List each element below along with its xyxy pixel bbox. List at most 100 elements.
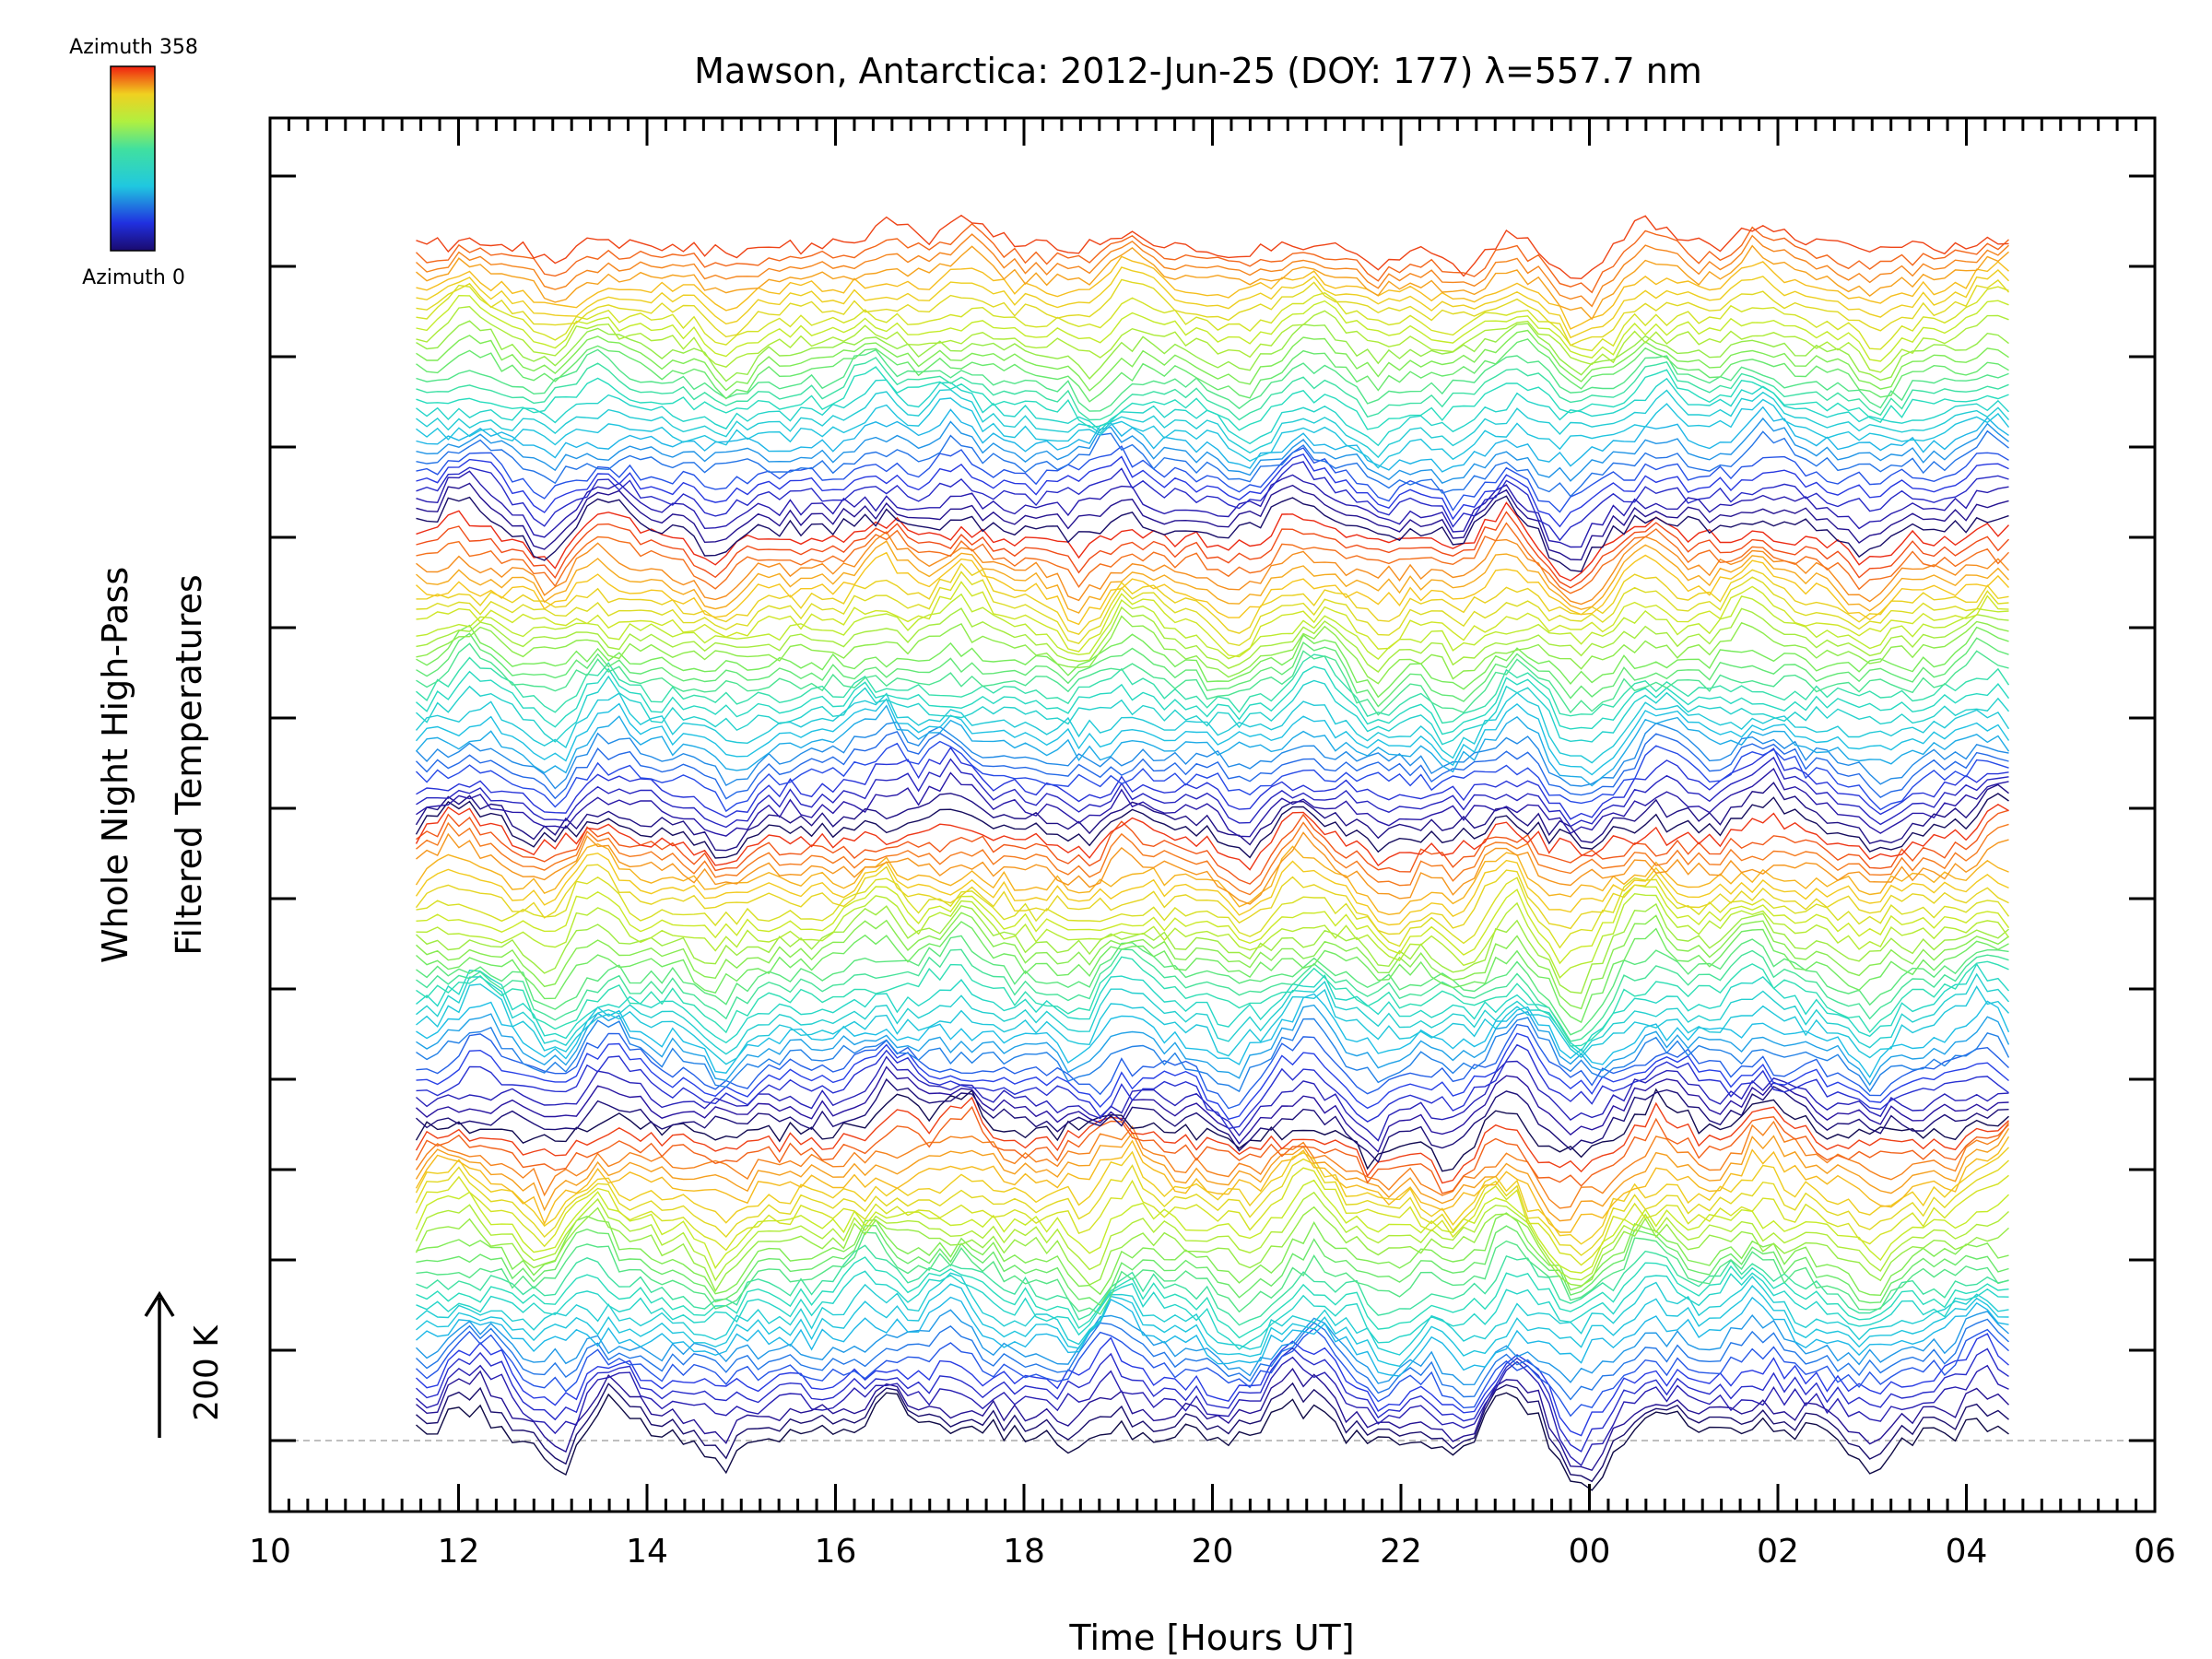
trace-line bbox=[416, 1368, 2009, 1472]
trace-line bbox=[416, 540, 2010, 614]
trace-line bbox=[416, 747, 2009, 820]
trace-line bbox=[416, 453, 2009, 528]
trace-line bbox=[416, 1004, 2010, 1087]
trace-line bbox=[416, 1017, 2010, 1093]
trace-line bbox=[416, 948, 2009, 1042]
trace-line bbox=[416, 397, 2010, 469]
trace-line bbox=[415, 1120, 2010, 1209]
trace-line bbox=[416, 756, 2009, 829]
trace-line bbox=[415, 1096, 2009, 1184]
x-tick-label: 16 bbox=[815, 1533, 857, 1571]
trace-line bbox=[416, 956, 2009, 1047]
trace-line bbox=[416, 511, 2010, 589]
trace-line bbox=[416, 1270, 2009, 1350]
trace-line bbox=[416, 1356, 2009, 1466]
trace-line bbox=[415, 1158, 2009, 1256]
trace-line bbox=[416, 615, 2009, 685]
chart-title: Mawson, Antarctica: 2012-Jun-25 (DOY: 17… bbox=[694, 51, 1702, 91]
trace-line bbox=[416, 809, 2009, 885]
colorbar-top-label: Azimuth 358 bbox=[69, 36, 198, 59]
x-tick-label: 20 bbox=[1192, 1533, 1234, 1571]
trace-line bbox=[416, 214, 2009, 280]
trace-line bbox=[416, 522, 2010, 594]
trace-line bbox=[416, 445, 2009, 513]
trace-line bbox=[416, 821, 2009, 896]
trace-line bbox=[416, 831, 2009, 905]
trace-line bbox=[416, 606, 2009, 673]
trace-line bbox=[415, 864, 2009, 935]
trace-line bbox=[416, 912, 2009, 1010]
trace-line bbox=[416, 653, 2010, 724]
trace-line bbox=[416, 495, 2009, 572]
trace-line bbox=[416, 406, 2009, 473]
trace-line bbox=[416, 902, 2009, 994]
trace-line bbox=[416, 278, 2010, 347]
trace-line bbox=[416, 1224, 2009, 1307]
colorbar-bottom-label: Azimuth 0 bbox=[82, 266, 185, 289]
trace-line bbox=[416, 571, 2009, 647]
trace-line bbox=[416, 389, 2010, 459]
trace-line bbox=[416, 642, 2009, 716]
trace-line bbox=[416, 675, 2010, 746]
trace-line bbox=[416, 993, 2010, 1079]
trace-line bbox=[416, 962, 2010, 1052]
scale-bar-arrowhead bbox=[144, 1290, 175, 1317]
trace-line bbox=[416, 1043, 2009, 1130]
trace-line bbox=[416, 320, 2009, 382]
trace-line bbox=[416, 581, 2009, 658]
trace-line bbox=[416, 1382, 2009, 1483]
trace-line bbox=[415, 1206, 2009, 1293]
trace-line bbox=[416, 1032, 2009, 1121]
trace-line bbox=[415, 1088, 2009, 1172]
trace-line bbox=[416, 1318, 2009, 1401]
trace-line bbox=[416, 551, 2010, 626]
trace-line bbox=[416, 329, 2009, 392]
trace-line bbox=[416, 1392, 2009, 1491]
trace-line bbox=[416, 730, 2009, 800]
trace-line bbox=[416, 972, 2010, 1055]
trace-line bbox=[415, 853, 2009, 926]
trace-line bbox=[416, 935, 2009, 1036]
trace-line bbox=[415, 843, 2009, 916]
x-tick-label: 18 bbox=[1003, 1533, 1045, 1571]
trace-line bbox=[416, 1023, 2009, 1110]
x-tick-label: 04 bbox=[1946, 1533, 1988, 1571]
trace-line bbox=[416, 244, 2009, 321]
trace-line bbox=[416, 1212, 2009, 1297]
y-axis-label-line-2: Filtered Temperatures bbox=[169, 574, 209, 955]
trace-line bbox=[416, 983, 2010, 1065]
trace-line bbox=[416, 530, 2010, 606]
x-tick-label: 00 bbox=[1569, 1533, 1611, 1571]
trace-line bbox=[415, 698, 2010, 776]
trace-line bbox=[416, 1065, 2009, 1153]
trace-line bbox=[416, 222, 2009, 294]
trace-line bbox=[415, 1135, 2010, 1233]
trace-line bbox=[416, 721, 2009, 790]
x-axis-label: Time [Hours UT] bbox=[1068, 1618, 1354, 1658]
x-tick-label: 10 bbox=[249, 1533, 291, 1571]
trace-line bbox=[416, 740, 2009, 813]
scale-bar-label: 200 K bbox=[188, 1324, 226, 1421]
trace-line bbox=[415, 803, 2009, 871]
trace-line bbox=[416, 357, 2009, 421]
trace-line bbox=[416, 876, 2010, 949]
trace-line bbox=[416, 338, 2009, 403]
trace-line bbox=[416, 1272, 2009, 1356]
trace-line bbox=[416, 366, 2009, 431]
trace-line bbox=[416, 632, 2009, 708]
trace-line bbox=[416, 266, 2009, 339]
trace-line bbox=[416, 429, 2009, 498]
x-tick-label: 12 bbox=[438, 1533, 480, 1571]
trace-line bbox=[415, 782, 2009, 852]
trace-line bbox=[416, 1333, 2009, 1437]
trace-line bbox=[415, 1128, 2010, 1222]
trace-line bbox=[416, 665, 2010, 735]
trace-line bbox=[416, 593, 2009, 661]
trace-line bbox=[416, 470, 2009, 548]
trace-line bbox=[416, 884, 2010, 965]
trace-line bbox=[416, 1256, 2009, 1339]
trace-line bbox=[416, 233, 2009, 308]
trace-line bbox=[415, 1179, 2009, 1274]
trace-line bbox=[416, 284, 2009, 352]
trace-line bbox=[415, 1147, 2009, 1245]
